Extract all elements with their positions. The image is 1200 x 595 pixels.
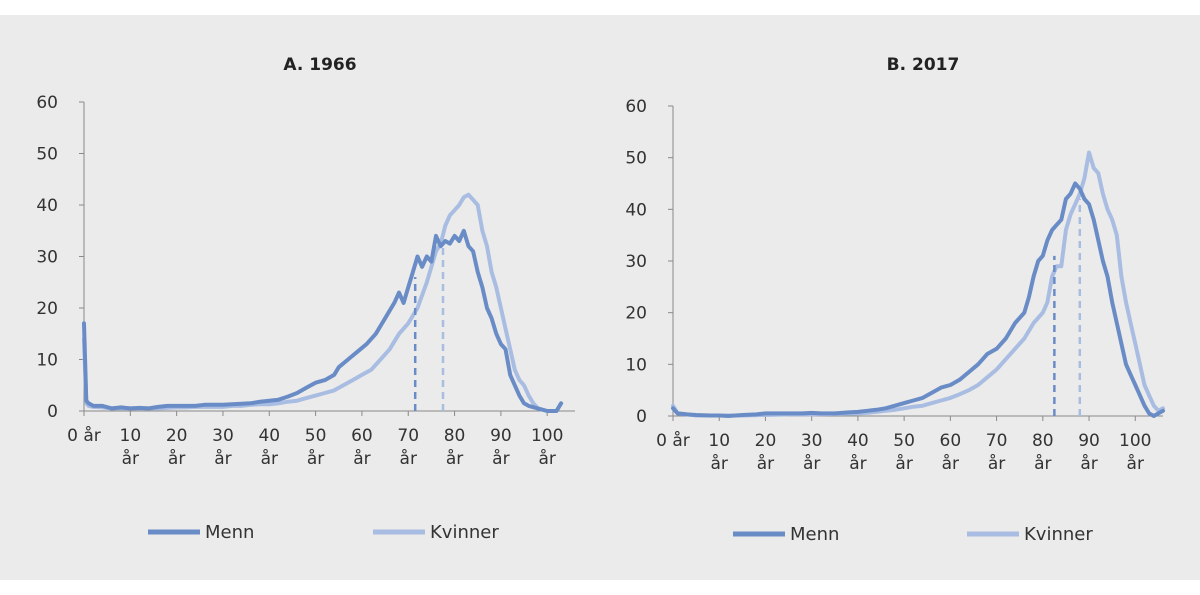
legend: Menn Kvinner — [148, 522, 499, 543]
x-tick-label: 100 år — [1119, 431, 1151, 474]
series-group — [671, 150, 1165, 418]
y-tick-label: 60 — [625, 97, 647, 117]
y-tick-label: 0 — [636, 407, 647, 427]
x-tick-label: 10 år — [708, 431, 730, 474]
x-tick-label: 60 år — [940, 431, 962, 474]
y-tick-label: 30 — [625, 252, 647, 272]
x-tick-label: 80 år — [1032, 431, 1054, 474]
y-tick-label: 50 — [625, 149, 647, 169]
marker-group — [1053, 199, 1082, 416]
y-tick-label: 20 — [36, 299, 58, 319]
x-tick-label: 0 år — [67, 425, 101, 446]
chart-title: A. 1966 — [283, 55, 356, 75]
axes: 0 10 20 30 40 50 60 0 år 10 år 20 år 30 år 40 år 50 år 60 å… — [36, 93, 575, 469]
chart-title: B. 2017 — [887, 55, 960, 75]
x-tick-label: 20 år — [755, 431, 777, 474]
y-tick-label: 30 — [36, 248, 58, 268]
x-tick-label: 70 år — [397, 426, 419, 469]
x-tick-label: 0 år — [656, 430, 690, 451]
y-tick-label: 0 — [47, 402, 58, 422]
x-tick-label: 50 år — [305, 426, 327, 469]
panel-a: A. 1966 0 10 20 30 40 50 60 0 år 10 år 20 år 30 år 40 å… — [36, 55, 575, 543]
x-tick-label: 30 år — [801, 431, 823, 474]
legend: Menn Kvinner — [733, 524, 1093, 545]
y-tick-label: 40 — [625, 200, 647, 220]
series-line-kvinner — [671, 150, 1165, 418]
x-tick-label: 40 år — [847, 431, 869, 474]
y-tick-label: 10 — [625, 355, 647, 375]
y-tick-label: 20 — [625, 304, 647, 324]
x-tick-label: 50 år — [893, 431, 915, 474]
x-tick-label: 100 år — [531, 426, 563, 469]
y-tick-label: 40 — [36, 196, 58, 216]
legend-label-menn: Menn — [790, 524, 839, 545]
y-tick-label: 10 — [36, 351, 58, 371]
x-tick-label: 70 år — [986, 431, 1008, 474]
x-tick-label: 20 år — [166, 426, 188, 469]
y-tick-label: 50 — [36, 145, 58, 165]
series-line-kvinner — [82, 192, 564, 413]
series-line-menn — [671, 181, 1165, 418]
x-tick-label: 60 år — [351, 426, 373, 469]
series-line-menn — [82, 228, 564, 413]
x-tick-label: 90 år — [490, 426, 512, 469]
x-tick-label: 10 år — [120, 426, 142, 469]
series-group — [82, 192, 564, 413]
x-tick-label: 80 år — [444, 426, 466, 469]
legend-label-kvinner: Kvinner — [430, 522, 499, 543]
figure-background — [0, 15, 1200, 580]
axes: 0 10 20 30 40 50 60 0 år 10 år 20 år 30 år 40 år 50 år 60 å… — [625, 97, 1163, 474]
panel-b: B. 2017 0 10 20 30 40 50 60 0 år 10 år 20 år 30 år 40 å… — [625, 55, 1165, 545]
x-tick-label: 90 år — [1078, 431, 1100, 474]
x-tick-label: 30 år — [212, 426, 234, 469]
legend-label-menn: Menn — [205, 522, 254, 543]
x-tick-label: 40 år — [258, 426, 280, 469]
legend-label-kvinner: Kvinner — [1024, 524, 1093, 545]
marker-group — [413, 243, 445, 411]
y-tick-label: 60 — [36, 93, 58, 113]
